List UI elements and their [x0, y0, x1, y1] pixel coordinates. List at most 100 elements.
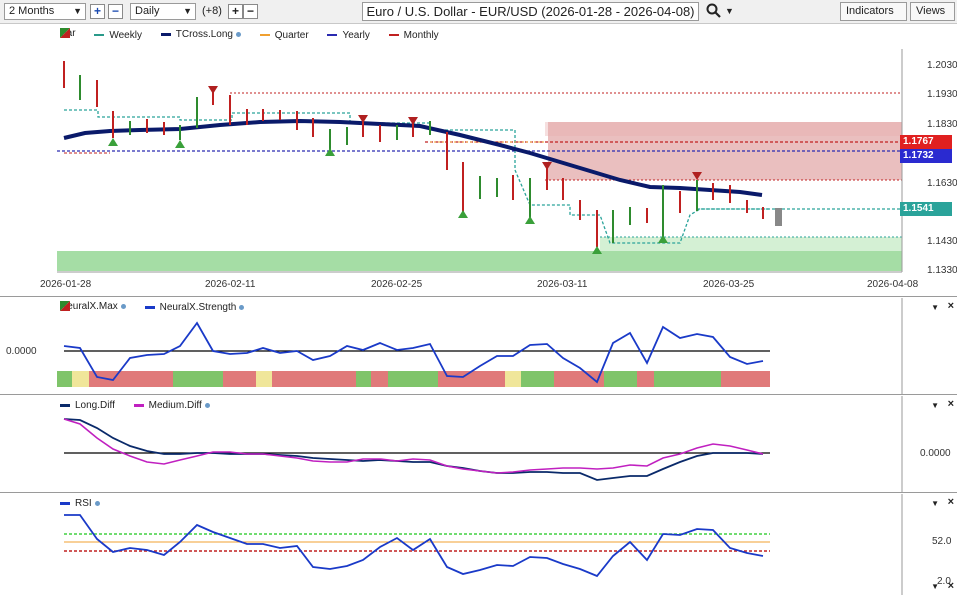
date-label: 2026-03-25	[703, 279, 755, 290]
legend-swatch	[259, 34, 270, 36]
legend-label: NeuralX.Max	[60, 301, 118, 312]
neuralx-axis-label: 0.0000	[6, 346, 37, 357]
close-icon[interactable]: ×	[947, 300, 954, 312]
chevron-down-icon: ▼	[183, 6, 192, 16]
legend-swatch	[160, 33, 171, 36]
legend-swatch	[327, 34, 338, 36]
diff-legend: Long.Diff Medium.Diff	[60, 399, 226, 411]
legend-medium-diff[interactable]: Medium.Diff	[133, 400, 210, 411]
search-icon[interactable]	[706, 3, 722, 22]
close-icon[interactable]: ×	[947, 580, 954, 592]
date-label: 2026-01-28	[40, 279, 92, 290]
offset-label: (+8)	[202, 5, 222, 17]
legend-swatch	[144, 306, 155, 309]
collapse-icon[interactable]: ▼	[931, 499, 939, 508]
chevron-down-icon[interactable]: ▼	[725, 6, 734, 16]
chart-title[interactable]: Euro / U.S. Dollar - EUR/USD (2026-01-28…	[362, 2, 699, 21]
legend-monthly[interactable]: Monthly	[388, 29, 439, 41]
legend-long-diff[interactable]: Long.Diff	[60, 400, 115, 411]
offset-plus-button[interactable]: +	[228, 4, 243, 19]
rsi-pane[interactable]: RSI 52.0 2.0 ▼ × ▼ ×	[0, 494, 957, 595]
collapse-icon[interactable]: ▼	[931, 401, 939, 410]
legend-label: Medium.Diff	[148, 400, 202, 411]
rsi-axis-label: 2.0	[937, 576, 951, 587]
price-axis-label: 1.1830	[927, 119, 957, 130]
neuralx-legend: NeuralX.Max NeuralX.Strength	[60, 301, 260, 313]
settings-dot-icon[interactable]	[239, 305, 245, 310]
weekly-line	[64, 109, 770, 244]
views-label: Views	[916, 5, 946, 17]
date-label: 2026-04-08	[867, 279, 919, 290]
interval-value: Daily	[135, 5, 160, 17]
resistance-zone-top	[545, 122, 902, 136]
legend-yearly[interactable]: Yearly	[327, 30, 370, 41]
rsi-axis-label: 52.0	[932, 536, 952, 547]
indicators-button[interactable]: Indicators ▼	[840, 2, 907, 33]
neuralx-chart[interactable]	[0, 298, 957, 395]
offset-minus-button[interactable]: −	[243, 4, 258, 19]
interval-select[interactable]: Daily ▼	[130, 3, 196, 20]
toolbar: 2 Months ▼ + − Daily ▼ (+8) + − Euro / U…	[0, 0, 957, 33]
support-zone-upper	[600, 237, 902, 251]
period-select[interactable]: 2 Months ▼	[4, 3, 86, 20]
date-label: 2026-03-11	[537, 279, 588, 290]
signal-arrows	[108, 76, 702, 264]
yearly-price-tag: 1.1732	[900, 149, 952, 163]
views-button[interactable]: Views ▼	[910, 2, 955, 33]
rsi-legend: RSI	[60, 497, 116, 509]
medium-diff-line	[63, 418, 764, 474]
settings-dot-icon[interactable]	[120, 304, 126, 309]
price-axis-label: 1.1430	[927, 236, 957, 247]
collapse-icon[interactable]: ▼	[931, 582, 939, 591]
rsi-chart[interactable]	[0, 494, 957, 595]
legend-weekly[interactable]: Weekly	[94, 30, 142, 41]
weekly-price-tag: 1.1541	[900, 202, 952, 216]
support-zone	[57, 251, 902, 271]
zoom-in-button[interactable]: +	[90, 4, 105, 19]
date-label: 2026-02-25	[371, 279, 423, 290]
neuralx-max-bars	[57, 371, 770, 387]
indicators-label: Indicators	[846, 5, 894, 17]
close-icon[interactable]: ×	[947, 496, 954, 508]
legend-bar[interactable]: Bar	[60, 28, 76, 39]
collapse-icon[interactable]: ▼	[931, 303, 939, 312]
diff-chart[interactable]	[0, 396, 957, 493]
date-label: 2026-02-11	[205, 279, 256, 290]
legend-label: Weekly	[109, 29, 142, 41]
legend-label: NeuralX.Strength	[159, 302, 237, 313]
settings-dot-icon[interactable]	[94, 501, 100, 506]
neuralx-pane[interactable]: NeuralX.Max NeuralX.Strength 0.0000 ▼ ×	[0, 298, 957, 395]
chevron-down-icon: ▼	[73, 6, 82, 16]
legend-label: Monthly	[403, 29, 439, 41]
legend-label: Long.Diff	[75, 400, 115, 411]
price-pane[interactable]: Bar Weekly TCross.Long Quarter Yearly Mo…	[0, 25, 957, 297]
period-value: 2 Months	[9, 5, 55, 17]
settings-dot-icon[interactable]	[235, 32, 241, 37]
long-diff-line	[63, 418, 764, 481]
zoom-out-button[interactable]: −	[108, 4, 123, 19]
settings-dot-icon[interactable]	[204, 403, 210, 408]
price-axis-label: 1.1930	[927, 89, 957, 100]
price-bars	[63, 61, 782, 247]
legend-tcross-long[interactable]: TCross.Long	[160, 29, 241, 40]
price-axis-label: 1.1630	[927, 178, 957, 189]
legend-swatch	[94, 34, 105, 36]
legend-swatch	[133, 404, 144, 407]
neuralx-strength-line	[63, 321, 764, 384]
legend-neuralx-strength[interactable]: NeuralX.Strength	[144, 302, 245, 313]
diff-pane[interactable]: Long.Diff Medium.Diff 0.0000 ▼ ×	[0, 396, 957, 493]
price-axis-label: 1.2030	[927, 60, 957, 71]
close-icon[interactable]: ×	[947, 398, 954, 410]
diff-axis-label: 0.0000	[920, 448, 951, 459]
legend-swatch	[60, 502, 70, 505]
price-chart[interactable]	[0, 25, 957, 297]
legend-neuralx-max[interactable]: NeuralX.Max	[60, 301, 126, 312]
rsi-line	[64, 514, 764, 578]
legend-rsi[interactable]: RSI	[60, 498, 100, 509]
legend-label: RSI	[75, 498, 92, 509]
legend-label: Quarter	[274, 29, 309, 41]
legend-quarter[interactable]: Quarter	[259, 29, 309, 41]
tcross-long-line	[63, 118, 763, 197]
legend-swatch	[60, 404, 70, 407]
price-axis-label: 1.1330	[927, 265, 957, 276]
